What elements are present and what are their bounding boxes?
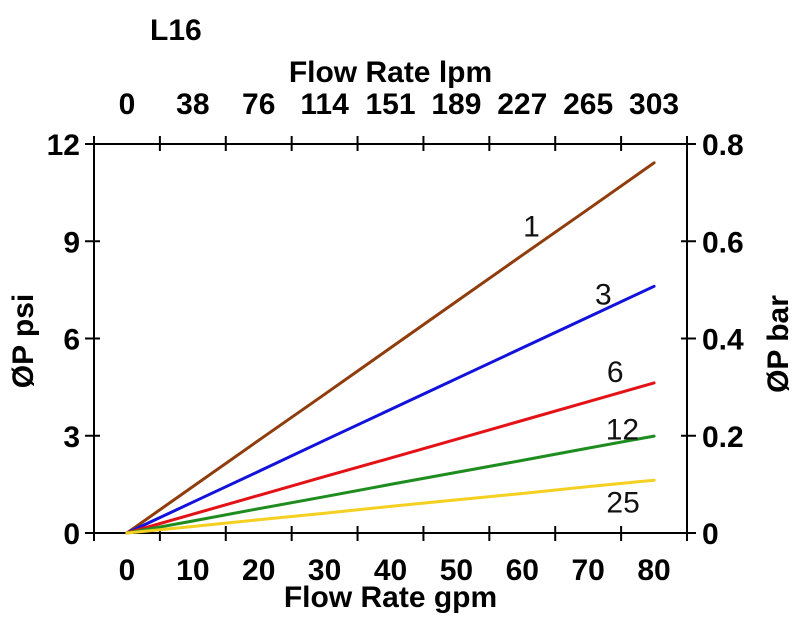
curve-6 (125, 381, 656, 535)
curve-3 (125, 284, 656, 535)
curve-label-25: 25 (606, 487, 639, 520)
right-axis-tick-label: 0.8 (702, 129, 744, 162)
curve-12 (125, 434, 656, 535)
curve-label-6: 6 (607, 356, 624, 389)
bottom-axis-tick-label: 10 (176, 554, 209, 587)
top-axis-tick-label: 189 (431, 88, 481, 121)
bottom-axis-tick-label: 20 (242, 554, 275, 587)
curve-label-1: 1 (523, 211, 540, 244)
curve-1 (125, 161, 656, 535)
right-axis-tick-label: 0.4 (702, 324, 744, 357)
left-axis-tick-label: 6 (63, 324, 80, 357)
left-axis-tick-label: 12 (47, 129, 80, 162)
left-axis-tick-label: 3 (63, 421, 80, 454)
right-axis-tick-label: 0.2 (702, 421, 744, 454)
bottom-axis-title: Flow Rate gpm (283, 581, 498, 614)
top-axis-tick-label: 0 (119, 88, 136, 121)
top-axis-tick-label: 114 (300, 88, 349, 121)
right-axis-tick-label: 0.6 (702, 226, 744, 259)
bottom-axis-tick-label: 60 (506, 554, 539, 587)
top-axis-tick-label: 227 (497, 88, 547, 121)
top-axis-title: Flow Rate lpm (288, 56, 493, 89)
bottom-axis-tick-label: 50 (440, 554, 473, 587)
curve-label-12: 12 (606, 414, 639, 447)
top-axis-tick-label: 38 (176, 88, 209, 121)
top-axis-tick-label: 303 (629, 88, 679, 121)
top-axis-tick-label: 76 (242, 88, 275, 121)
left-axis-tick-label: 0 (63, 518, 80, 551)
top-axis-tick-label: 151 (365, 88, 415, 121)
left-axis-tick-label: 9 (63, 226, 80, 259)
curve-label-3: 3 (595, 278, 612, 311)
chart-title: L16 (150, 14, 202, 47)
bottom-axis-tick-label: 80 (637, 554, 670, 587)
curve-25 (125, 478, 656, 535)
bottom-axis-tick-label: 40 (374, 554, 407, 587)
bottom-axis-tick-label: 0 (119, 554, 136, 587)
top-axis-tick-label: 265 (563, 88, 613, 121)
bottom-axis-tick-label: 70 (571, 554, 604, 587)
bottom-axis-tick-label: 30 (308, 554, 341, 587)
right-axis-tick-label: 0 (702, 518, 719, 551)
